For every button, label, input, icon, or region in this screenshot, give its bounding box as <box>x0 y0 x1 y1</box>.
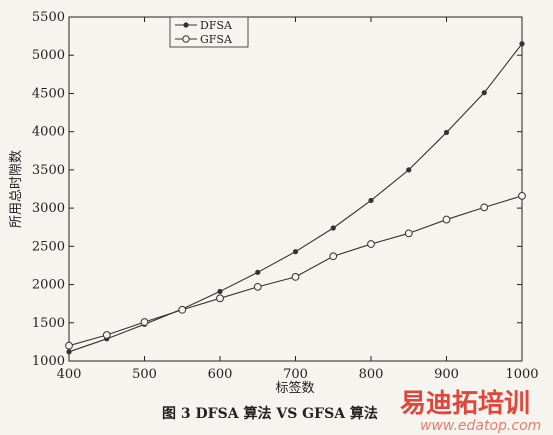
data-point-gfsa <box>442 215 451 224</box>
legend-marker-dfsa <box>183 22 189 28</box>
series-layer <box>65 41 526 355</box>
y-axis: 1000 1500 2000 2500 3000 3500 4000 4500 5000 5500 <box>32 10 522 369</box>
y-axis-title: 所用总时隙数 <box>9 150 24 228</box>
data-point-dfsa <box>519 41 525 47</box>
data-point-gfsa <box>291 273 300 281</box>
data-point-gfsa <box>253 282 262 291</box>
y-tick-label: 2500 <box>32 239 65 254</box>
legend-label-gfsa: GFSA <box>200 33 233 46</box>
y-tick-label: 4500 <box>32 86 65 101</box>
data-point-gfsa <box>329 252 338 261</box>
plot-frame <box>68 16 523 362</box>
data-point-gfsa <box>367 240 375 248</box>
data-point-dfsa <box>217 288 223 295</box>
y-tick-label: 1500 <box>32 316 65 331</box>
data-point-gfsa <box>518 191 526 200</box>
data-point-gfsa <box>216 294 224 303</box>
watermark-url: www.edatop.com <box>420 418 541 434</box>
data-point-gfsa <box>140 318 149 326</box>
x-tick-label: 500 <box>132 367 157 382</box>
y-tick-label: 5000 <box>32 48 65 63</box>
x-axis: 400 500 600 700 800 900 1000 <box>57 17 539 382</box>
data-point-dfsa <box>443 129 450 136</box>
x-tick-label: 600 <box>208 367 233 382</box>
data-point-dfsa <box>330 225 336 231</box>
data-point-dfsa <box>66 349 72 355</box>
y-tick-label: 1000 <box>32 354 65 369</box>
y-tick-label: 5500 <box>32 10 65 25</box>
x-tick-label: 700 <box>283 367 308 382</box>
x-tick-label: 1000 <box>505 367 538 382</box>
y-tick-label: 4000 <box>32 125 65 140</box>
data-point-gfsa <box>178 305 187 314</box>
series-line-dfsa <box>68 43 523 353</box>
legend-marker-gfsa <box>182 35 190 43</box>
data-point-dfsa <box>368 197 374 204</box>
data-point-dfsa <box>292 249 299 255</box>
legend: DFSA GFSA <box>169 16 249 48</box>
data-point-dfsa <box>255 269 261 275</box>
x-tick-label: 800 <box>359 367 384 382</box>
data-point-gfsa <box>404 229 413 238</box>
x-tick-label: 400 <box>57 367 82 382</box>
y-tick-label: 3500 <box>32 163 65 178</box>
data-point-dfsa <box>406 167 412 173</box>
y-tick-label: 3000 <box>32 201 65 216</box>
watermark-logo-text: 易迪拓培训 <box>400 389 530 419</box>
series-line-gfsa <box>68 195 523 347</box>
data-point-dfsa <box>481 90 487 96</box>
figure-caption: 图 3 DFSA 算法 VS GFSA 算法 <box>162 405 378 422</box>
data-point-gfsa <box>480 203 489 212</box>
y-tick-label: 2000 <box>32 278 65 293</box>
legend-box <box>169 16 249 48</box>
legend-label-dfsa: DFSA <box>200 19 233 32</box>
plot-area <box>68 16 523 362</box>
x-tick-label: 900 <box>434 367 459 382</box>
data-point-gfsa <box>102 331 111 339</box>
data-point-gfsa <box>65 341 73 350</box>
x-axis-title: 标签数 <box>275 380 314 396</box>
